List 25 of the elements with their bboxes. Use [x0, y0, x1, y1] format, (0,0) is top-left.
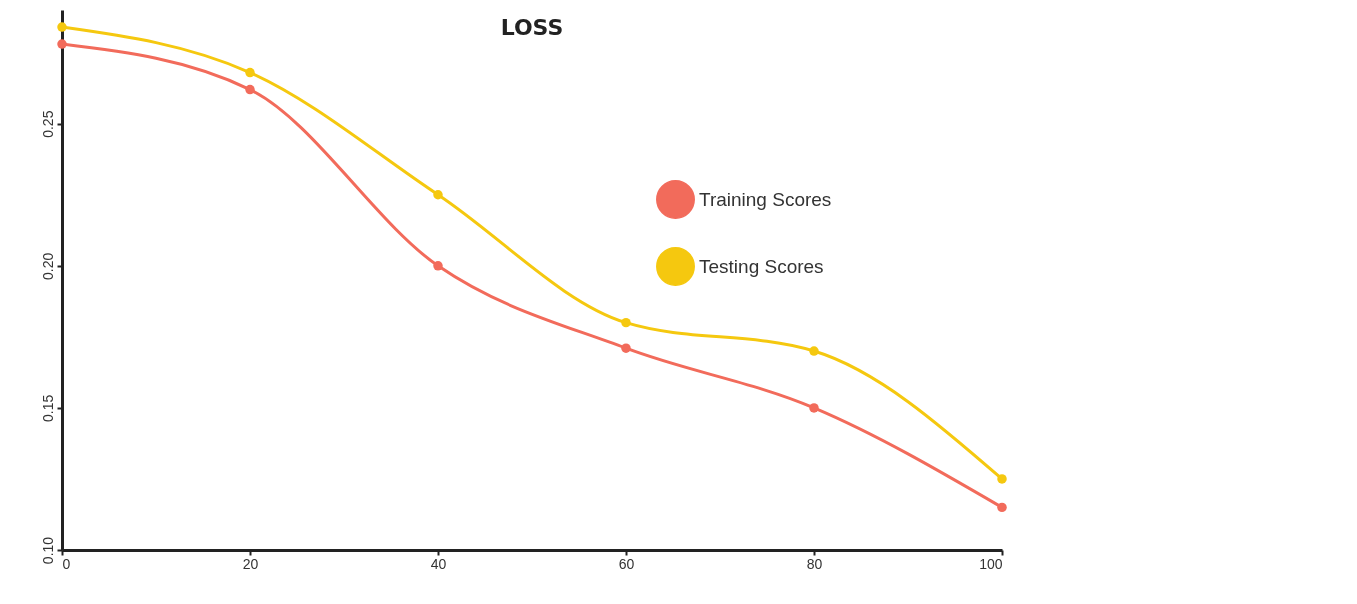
- point: [997, 502, 1007, 513]
- legend-label: Training Scores: [699, 188, 832, 210]
- x-tick-label: 100: [979, 555, 1003, 572]
- x-tick-label: 40: [430, 555, 447, 572]
- point: [57, 39, 67, 49]
- chart-title: LOSS: [500, 15, 564, 40]
- point: [809, 346, 819, 356]
- point: [621, 317, 631, 328]
- y-tick-label: 0.20: [39, 252, 56, 280]
- y-tick-label: 0.10: [39, 536, 56, 565]
- x-tick-label: 0: [62, 555, 71, 572]
- point: [245, 67, 255, 78]
- point: [997, 474, 1007, 484]
- x-tick-label: 80: [806, 555, 823, 572]
- x-tick-label: 20: [242, 555, 259, 572]
- y-tick-label: 0.15: [39, 394, 56, 423]
- point: [245, 84, 255, 95]
- point: [809, 403, 819, 413]
- legend-label: Testing Scores: [699, 255, 824, 277]
- point: [57, 22, 67, 32]
- point: [433, 190, 443, 200]
- point: [621, 343, 631, 353]
- point: [433, 261, 443, 271]
- y-tick-label: 0.25: [39, 110, 56, 138]
- x-tick-label: 60: [618, 555, 635, 572]
